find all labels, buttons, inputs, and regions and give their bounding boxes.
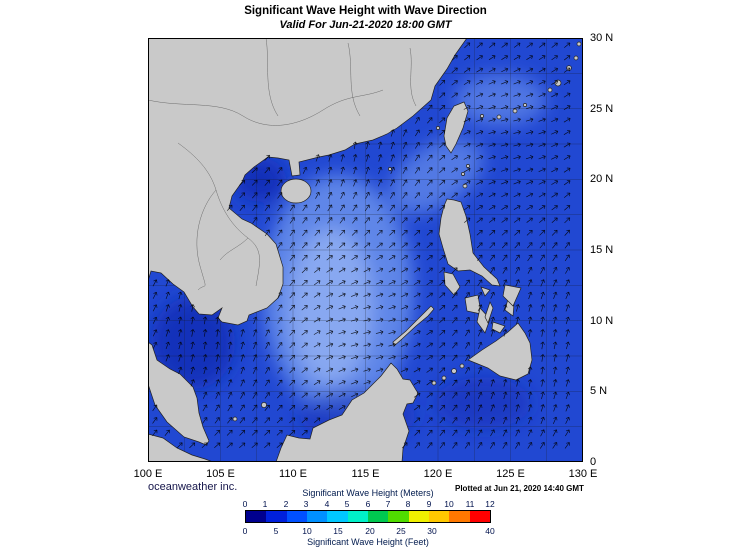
colorbar-meters-tick: 7 — [385, 499, 391, 509]
colorbar-meters-tick: 0 — [242, 499, 248, 509]
colorbar-title-meters: Significant Wave Height (Meters) — [302, 488, 434, 498]
colorbar-meters-tick: 10 — [444, 499, 454, 509]
colorbar-segment — [367, 511, 389, 522]
island-hainan — [280, 178, 312, 204]
island-masbate — [480, 286, 491, 297]
colorbar-segment — [449, 511, 470, 522]
lat-tick-label: 5 N — [590, 385, 608, 397]
island-mindanao — [467, 322, 533, 381]
lat-tick-label: 0 — [590, 456, 597, 468]
colorbar-segment — [306, 511, 328, 522]
colorbar-segment — [388, 511, 409, 522]
lon-tick-label: 130 E — [568, 468, 598, 480]
land-layer — [148, 38, 582, 462]
colorbar-feet-tick: 30 — [427, 526, 437, 536]
lat-tick-label: 20 N — [590, 173, 614, 185]
colorbar — [245, 510, 491, 523]
colorbar-segment — [327, 511, 348, 522]
colorbar-meters-tick: 3 — [303, 499, 309, 509]
lon-tick-label: 125 E — [496, 468, 525, 480]
island-palawan — [392, 305, 435, 347]
colorbar-segment — [246, 511, 267, 522]
lat-tick-label: 10 N — [590, 315, 614, 327]
colorbar-feet-tick: 5 — [273, 526, 279, 536]
wave-direction-arrows — [152, 42, 571, 449]
island-samar — [502, 284, 522, 307]
island-mindoro — [443, 271, 461, 296]
small-islands — [232, 41, 582, 422]
colorbar-meters-tick: 9 — [426, 499, 432, 509]
colorbar-meters-tick: 6 — [365, 499, 371, 509]
colorbar-meters-tick: 8 — [405, 499, 411, 509]
plotted-timestamp: Plotted at Jun 21, 2020 14:40 GMT — [455, 484, 584, 493]
provider-credit: oceanweather inc. — [148, 481, 238, 493]
colorbar-feet-tick: 40 — [485, 526, 495, 536]
colorbar-feet-tick: 25 — [396, 526, 406, 536]
chart-header: Significant Wave Height with Wave Direct… — [148, 5, 583, 31]
colorbar-segment — [408, 511, 429, 522]
landmass-malay-peninsula — [148, 341, 210, 446]
colorbar-feet-tick: 15 — [333, 526, 343, 536]
colorbar-meters-tick: 2 — [283, 499, 289, 509]
map-area — [148, 38, 583, 462]
political-borders — [148, 38, 417, 291]
landmass-mainland-asia — [148, 38, 468, 326]
colorbar-feet-tick: 20 — [365, 526, 375, 536]
lat-tick-label: 25 N — [590, 103, 614, 115]
colorbar-meters-tick: 5 — [344, 499, 350, 509]
colorbar-segment — [347, 511, 368, 522]
colorbar-segment — [286, 511, 307, 522]
lon-tick-label: 105 E — [206, 468, 235, 480]
lat-tick-label: 30 N — [590, 32, 614, 44]
colorbar-meters-tick: 4 — [324, 499, 330, 509]
colorbar-meters-tick: 1 — [262, 499, 268, 509]
map-frame — [148, 38, 583, 462]
landmass-borneo — [275, 362, 419, 462]
lon-tick-label: 115 E — [351, 468, 380, 480]
island-taiwan — [443, 101, 469, 154]
colorbar-feet-tick: 10 — [302, 526, 312, 536]
island-luzon — [438, 198, 501, 287]
colorbar-title-feet: Significant Wave Height (Feet) — [307, 537, 429, 547]
lon-tick-label: 110 E — [279, 468, 307, 480]
colorbar-feet-tick: 0 — [242, 526, 248, 536]
colorbar-segment — [469, 511, 490, 522]
island-bohol — [491, 321, 506, 334]
lon-tick-label: 120 E — [423, 468, 453, 480]
island-cebu — [484, 301, 494, 324]
lon-tick-label: 100 E — [133, 468, 163, 480]
lat-tick-label: 15 N — [590, 244, 614, 256]
chart-title: Significant Wave Height with Wave Direct… — [244, 5, 487, 17]
landmass-sumatra — [148, 433, 214, 462]
chart-valid-time: Valid For Jun-21-2020 18:00 GMT — [279, 19, 452, 31]
colorbar-meters-tick: 12 — [485, 499, 495, 509]
wave-map — [148, 38, 583, 462]
colorbar-segment — [266, 511, 287, 522]
colorbar-segment — [428, 511, 450, 522]
colorbar-meters-tick: 11 — [465, 499, 475, 509]
